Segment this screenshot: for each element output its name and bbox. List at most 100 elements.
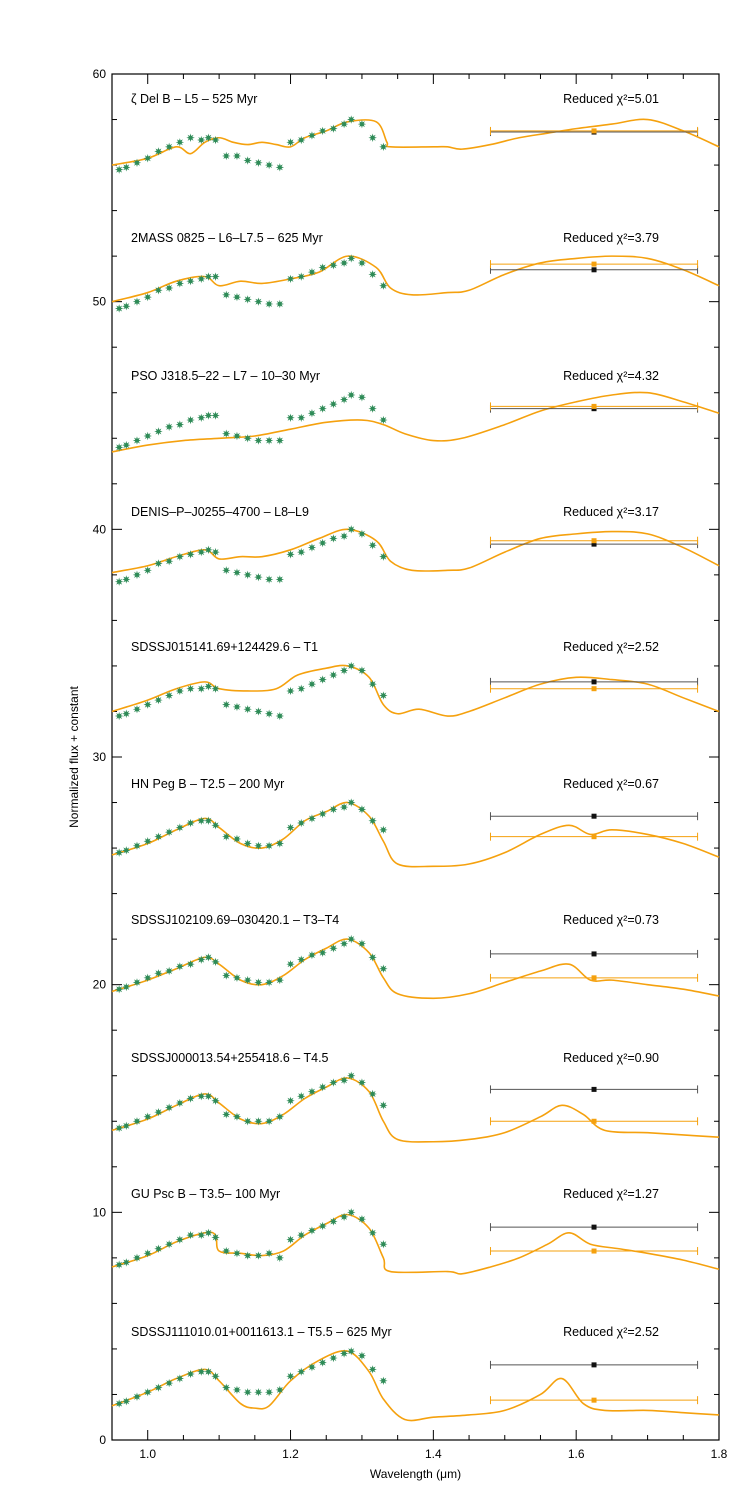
observed-point bbox=[368, 270, 377, 279]
observed-point bbox=[197, 684, 206, 693]
observed-point bbox=[297, 684, 306, 693]
series-label: SDSSJ000013.54+255418.6 – T4.5 bbox=[131, 1051, 329, 1065]
observed-point bbox=[132, 1392, 142, 1401]
observed-point bbox=[114, 711, 124, 721]
observed-point bbox=[197, 413, 206, 422]
observed-point bbox=[186, 684, 195, 693]
observed-point bbox=[222, 429, 231, 438]
observed-point bbox=[339, 666, 349, 675]
model-spectrum-line bbox=[111, 664, 720, 717]
chi2-label: Reduced χ²=2.52 bbox=[563, 1325, 659, 1339]
observed-point bbox=[143, 566, 152, 575]
observed-point bbox=[264, 160, 274, 170]
observed-point bbox=[368, 1089, 377, 1099]
observed-point bbox=[232, 1385, 242, 1395]
axis-ticks bbox=[111, 73, 720, 1441]
observed-point bbox=[275, 299, 285, 309]
observed-point bbox=[318, 126, 327, 136]
model-spectrum-line bbox=[111, 391, 720, 453]
observed-point bbox=[232, 431, 242, 441]
observed-point bbox=[297, 1230, 306, 1240]
observed-point bbox=[329, 1353, 338, 1363]
observed-point bbox=[154, 969, 163, 978]
observed-point bbox=[204, 953, 213, 962]
observed-point bbox=[243, 975, 252, 985]
photometry-observed-errbar-marker bbox=[591, 813, 597, 819]
observed-point bbox=[286, 959, 295, 969]
observed-point bbox=[329, 534, 338, 543]
observed-point bbox=[379, 415, 388, 425]
observed-point bbox=[254, 1251, 263, 1260]
spectrum-panel-1: ζ Del B – L5 – 525 Myr Reduced χ²=5.01 bbox=[111, 92, 720, 174]
photometry-observed-errbar-marker bbox=[591, 1086, 597, 1092]
y-tick-label: 40 bbox=[93, 522, 107, 536]
observed-point bbox=[275, 839, 285, 848]
observed-point bbox=[264, 1249, 274, 1258]
observed-point bbox=[232, 1249, 242, 1258]
observed-point bbox=[232, 834, 242, 844]
observed-point bbox=[154, 695, 163, 705]
photometry-observed-errbar-marker bbox=[591, 679, 597, 685]
observed-point bbox=[132, 570, 142, 580]
observed-point bbox=[186, 276, 195, 286]
observed-point bbox=[154, 559, 163, 568]
observed-point bbox=[254, 1117, 263, 1126]
observed-point bbox=[211, 957, 220, 967]
model-spectrum-line bbox=[111, 255, 720, 303]
y-tick-label: 20 bbox=[93, 978, 107, 992]
observed-point bbox=[114, 577, 124, 586]
observed-point bbox=[243, 295, 252, 304]
photometry-model-errbar-marker bbox=[591, 1118, 597, 1124]
observed-point bbox=[164, 827, 174, 837]
observed-point bbox=[307, 1362, 317, 1372]
observed-point bbox=[339, 1212, 349, 1222]
observed-point bbox=[164, 1103, 174, 1112]
observed-point bbox=[357, 805, 367, 814]
observed-point bbox=[204, 682, 213, 691]
observed-point bbox=[307, 950, 317, 960]
y-axis-label: Normalized flux + constant bbox=[67, 685, 81, 827]
observed-point bbox=[186, 959, 195, 969]
observed-point bbox=[114, 165, 124, 174]
photometry-model-errbar-marker bbox=[591, 261, 597, 267]
observed-point bbox=[186, 1369, 195, 1379]
observed-point bbox=[379, 964, 388, 973]
observed-point bbox=[143, 1112, 152, 1121]
observed-point bbox=[143, 700, 152, 709]
series-label: 2MASS 0825 – L6–L7.5 – 625 Myr bbox=[131, 231, 323, 245]
observed-point bbox=[175, 279, 185, 288]
observed-point bbox=[243, 1251, 252, 1260]
observed-point bbox=[154, 147, 163, 156]
observed-point bbox=[175, 552, 185, 561]
observed-point bbox=[154, 832, 163, 841]
observed-point bbox=[297, 1092, 306, 1101]
observed-point bbox=[357, 939, 367, 948]
spectrum-panel-5: SDSSJ015141.69+124429.6 – T1 Reduced χ²=2… bbox=[111, 640, 720, 721]
observed-point bbox=[368, 679, 377, 689]
observed-point bbox=[175, 823, 185, 832]
photometry-observed-errbar bbox=[489, 677, 699, 686]
x-axis-label: Wavelength (μm) bbox=[370, 1467, 461, 1481]
chi2-label: Reduced χ²=3.17 bbox=[563, 505, 659, 519]
observed-point bbox=[186, 415, 195, 425]
series-label: SDSSJ102109.69–030420.1 – T3–T4 bbox=[131, 913, 339, 927]
observed-point bbox=[275, 1385, 285, 1395]
observed-point bbox=[164, 557, 174, 566]
observed-point bbox=[379, 825, 388, 835]
photometry-model-errbar-marker bbox=[591, 1397, 597, 1403]
observed-point bbox=[254, 436, 263, 445]
observed-point bbox=[122, 1121, 131, 1131]
observed-point bbox=[339, 531, 349, 541]
photometry-model-errbar bbox=[489, 126, 699, 135]
observed-point bbox=[286, 686, 295, 696]
observed-point bbox=[264, 841, 274, 850]
observed-point bbox=[318, 1358, 327, 1367]
model-spectrum-line bbox=[111, 528, 720, 574]
observed-point bbox=[197, 274, 206, 284]
photometry-model-errbar bbox=[489, 536, 699, 545]
y-tick-label: 50 bbox=[93, 295, 107, 309]
observed-point bbox=[264, 1387, 274, 1397]
observed-point bbox=[143, 973, 152, 983]
observed-point bbox=[318, 675, 327, 684]
observed-point bbox=[254, 841, 263, 850]
